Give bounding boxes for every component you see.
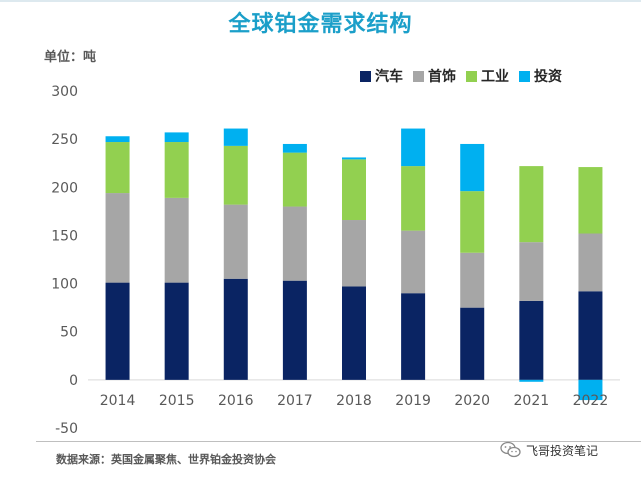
bar-segment [342,286,366,380]
bar-segment [164,282,189,380]
x-tick-label: 2017 [277,393,313,409]
bar-segment [223,145,248,205]
x-tick-label: 2022 [573,393,609,409]
x-tick-label: 2020 [454,393,490,409]
bar-segment [223,204,248,279]
legend-label-investment: 投资 [534,69,562,85]
legend-item-jewelry: 首饰 [413,66,456,86]
bar-segment [342,159,366,221]
bar-segment [519,300,544,380]
bar-segment [578,233,603,292]
legend-swatch-jewelry [413,70,424,82]
bar-segment [460,143,485,192]
legend-swatch-auto [360,70,371,82]
x-tick-label: 2015 [159,393,195,409]
chart-title: 全球铂金需求结构 [228,12,413,37]
bar-segment [223,128,248,146]
y-tick-label: 100 [51,277,78,293]
x-tick-label: 2016 [218,393,254,409]
legend-label-jewelry: 首饰 [428,69,456,85]
legend-item-auto: 汽车 [360,66,403,86]
unit-label: 单位：吨 [44,50,97,65]
x-tick-label: 2021 [514,393,550,409]
bar-segment [223,278,248,380]
y-tick-label: 150 [51,228,78,244]
bar-segment [519,242,544,301]
watermark-text: 飞哥投资笔记 [526,443,599,458]
bar-segment [578,167,603,234]
legend-item-investment: 投资 [519,66,562,86]
legend-label-auto: 汽车 [375,69,403,85]
bar-segment [282,143,307,153]
footer-divider [36,441,641,442]
legend-item-industrial: 工业 [466,66,509,86]
wechat-icon [500,441,521,458]
bar-segment [401,166,426,231]
bar-segment [401,128,426,167]
bar-segment [105,193,130,283]
y-tick-label: -50 [55,421,78,437]
x-tick-label: 2018 [336,393,372,409]
bar-segment [164,132,189,143]
x-tick-label: 2019 [395,393,431,409]
bar-segment [401,293,426,380]
bar-segment [460,252,485,308]
legend-swatch-industrial [466,70,477,82]
bar-segment [105,282,130,380]
top-rule [0,0,641,2]
bar-segment [342,157,366,160]
y-tick-label: 250 [51,132,78,148]
bar-segment [460,191,485,253]
bar-segment [342,220,366,287]
bar-segment [164,197,189,283]
bar-segment [105,136,130,143]
bar-segment [578,379,603,401]
bar-segment [282,152,307,207]
y-tick-label: 50 [60,325,78,341]
bar-segment [164,142,189,198]
bar-segment [578,291,603,380]
legend-swatch-investment [519,70,530,82]
bar-segment [460,307,485,380]
legend-label-industrial: 工业 [481,69,509,85]
watermark: 飞哥投资笔记 [500,441,598,459]
bar-segment [282,206,307,281]
y-tick-label: 200 [51,180,78,196]
source-note: 数据来源：英国金属聚焦、世界铂金投资协会 [56,453,276,466]
bar-segment [105,142,130,194]
legend: 汽车 首饰 工业 投资 [360,66,562,86]
bar-segment [282,280,307,380]
bar-segment [519,379,544,382]
y-tick-label: 0 [69,373,78,389]
bar-segment [401,230,426,294]
y-tick-label: 300 [51,84,78,100]
x-tick-label: 2014 [100,393,136,409]
bar-segment [519,166,544,243]
